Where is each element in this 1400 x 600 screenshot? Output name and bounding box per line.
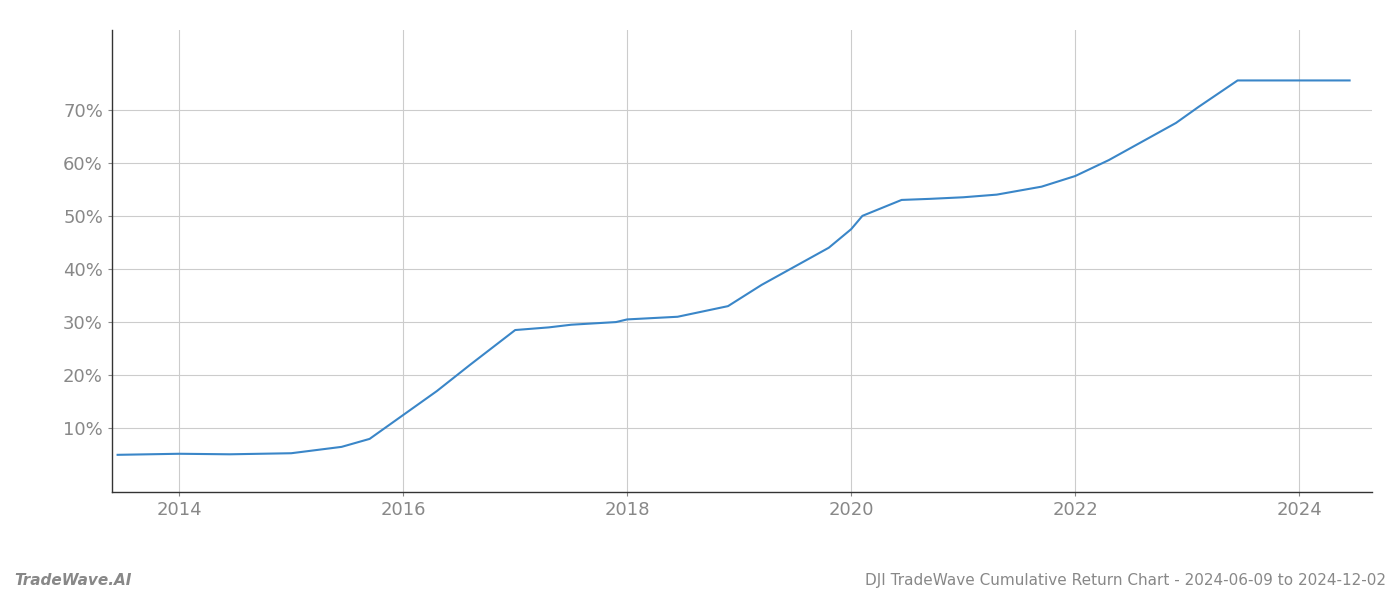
Text: TradeWave.AI: TradeWave.AI: [14, 573, 132, 588]
Text: DJI TradeWave Cumulative Return Chart - 2024-06-09 to 2024-12-02: DJI TradeWave Cumulative Return Chart - …: [865, 573, 1386, 588]
